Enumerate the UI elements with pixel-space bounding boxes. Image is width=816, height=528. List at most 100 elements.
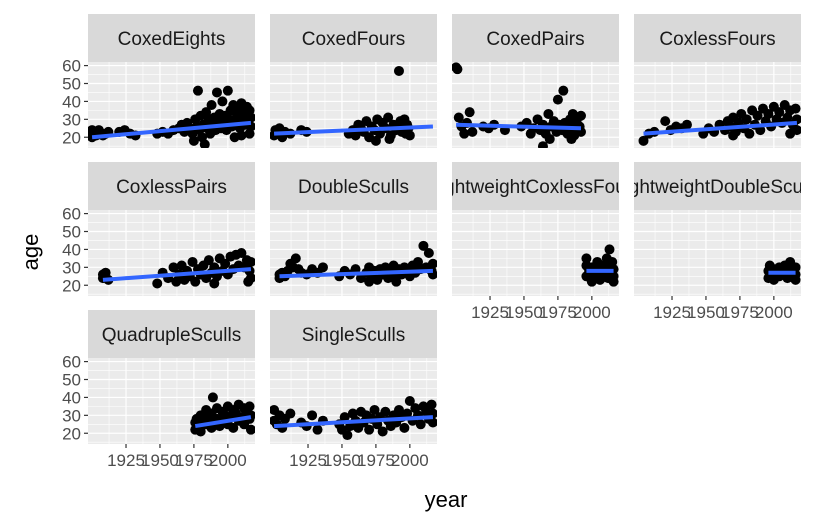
data-point xyxy=(638,135,649,146)
data-point xyxy=(752,110,763,121)
y-tick-label: 50 xyxy=(62,371,81,390)
data-points xyxy=(97,248,255,289)
facet-strip-label: LightweightCoxlessFours xyxy=(429,177,641,198)
data-point xyxy=(384,134,395,145)
data-point xyxy=(763,108,774,119)
trend-line xyxy=(643,120,798,136)
data-point xyxy=(728,130,739,141)
trend-line xyxy=(456,122,582,131)
x-tick-label: 1975 xyxy=(721,303,759,322)
trend-line xyxy=(279,268,433,279)
facet-strip xyxy=(270,162,437,210)
y-tick-label: 40 xyxy=(62,240,81,259)
facet-panel: QuadrupleSculls xyxy=(88,310,255,444)
data-points xyxy=(274,240,437,287)
x-tick-label: 2000 xyxy=(209,451,247,470)
data-point xyxy=(243,276,254,287)
facet-panel: CoxlessFours xyxy=(634,14,801,148)
data-point xyxy=(217,96,228,107)
data-point xyxy=(402,408,413,419)
x-tick-label: 1950 xyxy=(505,303,543,322)
data-point xyxy=(245,424,255,435)
data-point xyxy=(152,278,163,289)
x-tick-label: 1925 xyxy=(289,451,327,470)
data-point xyxy=(452,64,463,75)
data-point xyxy=(207,392,218,403)
x-tick-label: 2000 xyxy=(755,303,793,322)
data-point xyxy=(404,396,415,406)
data-point xyxy=(211,87,222,98)
data-point xyxy=(453,112,464,123)
data-point xyxy=(681,119,692,130)
facet-strip xyxy=(88,162,255,210)
data-point xyxy=(537,141,548,148)
x-axis-title: year xyxy=(425,487,468,512)
trend-line xyxy=(273,415,434,429)
data-point xyxy=(543,108,554,119)
x-tick-label: 1950 xyxy=(141,451,179,470)
facet-strip-label: DoubleSculls xyxy=(298,177,409,198)
y-tick-label: 20 xyxy=(62,276,81,295)
data-point xyxy=(427,417,437,428)
data-point xyxy=(245,112,255,123)
data-point xyxy=(423,248,434,258)
data-point xyxy=(369,404,380,415)
facet-strip xyxy=(88,14,255,62)
data-point xyxy=(604,244,615,255)
facet-panel: CoxedPairs xyxy=(452,14,619,148)
data-point xyxy=(317,262,328,273)
facet-strip-label: QuadrupleSculls xyxy=(102,325,241,346)
facet-strip xyxy=(270,310,437,358)
panel-background xyxy=(270,210,437,296)
data-point xyxy=(383,112,394,123)
data-point xyxy=(566,134,577,145)
facet-panel: CoxedEights xyxy=(88,14,255,148)
data-point xyxy=(464,107,475,118)
data-point xyxy=(229,132,240,143)
data-point xyxy=(220,258,231,269)
facet-panel: SingleSculls xyxy=(270,310,437,444)
x-tick-label: 1925 xyxy=(107,451,145,470)
data-point xyxy=(581,253,592,264)
data-point xyxy=(285,408,296,419)
x-tick-label: 1975 xyxy=(175,451,213,470)
data-point xyxy=(744,128,755,139)
data-point xyxy=(558,85,569,96)
data-point xyxy=(245,256,255,267)
data-point xyxy=(790,262,801,273)
trend-line xyxy=(91,120,252,140)
data-point xyxy=(418,240,429,251)
facet-panel: CoxedFours xyxy=(270,14,437,148)
y-tick-label: 30 xyxy=(62,110,81,129)
data-point xyxy=(192,85,203,96)
data-points xyxy=(638,100,801,146)
facet-strip-label: CoxedEights xyxy=(118,29,226,50)
facet-strip xyxy=(634,14,801,62)
facet-strip-label: CoxedPairs xyxy=(486,29,584,50)
data-point xyxy=(339,412,350,423)
data-point xyxy=(199,139,210,148)
facet-panel: CoxlessPairs xyxy=(88,162,255,296)
data-point xyxy=(391,276,402,287)
data-point xyxy=(195,426,206,437)
data-points xyxy=(763,256,801,285)
y-tick-label: 30 xyxy=(62,258,81,277)
data-point xyxy=(187,256,198,267)
data-point xyxy=(393,65,404,76)
facet-strip xyxy=(270,14,437,62)
data-point xyxy=(312,424,323,435)
y-tick-label: 60 xyxy=(62,353,81,372)
data-point xyxy=(188,135,199,146)
data-point xyxy=(370,135,381,146)
y-tick-label: 60 xyxy=(62,205,81,224)
x-tick-label: 2000 xyxy=(573,303,611,322)
data-point xyxy=(399,422,410,433)
data-point xyxy=(244,401,255,412)
data-point xyxy=(404,130,415,141)
facet-strip xyxy=(452,14,619,62)
y-tick-label: 50 xyxy=(62,223,81,242)
data-point xyxy=(364,276,375,287)
trend-line xyxy=(102,267,252,282)
